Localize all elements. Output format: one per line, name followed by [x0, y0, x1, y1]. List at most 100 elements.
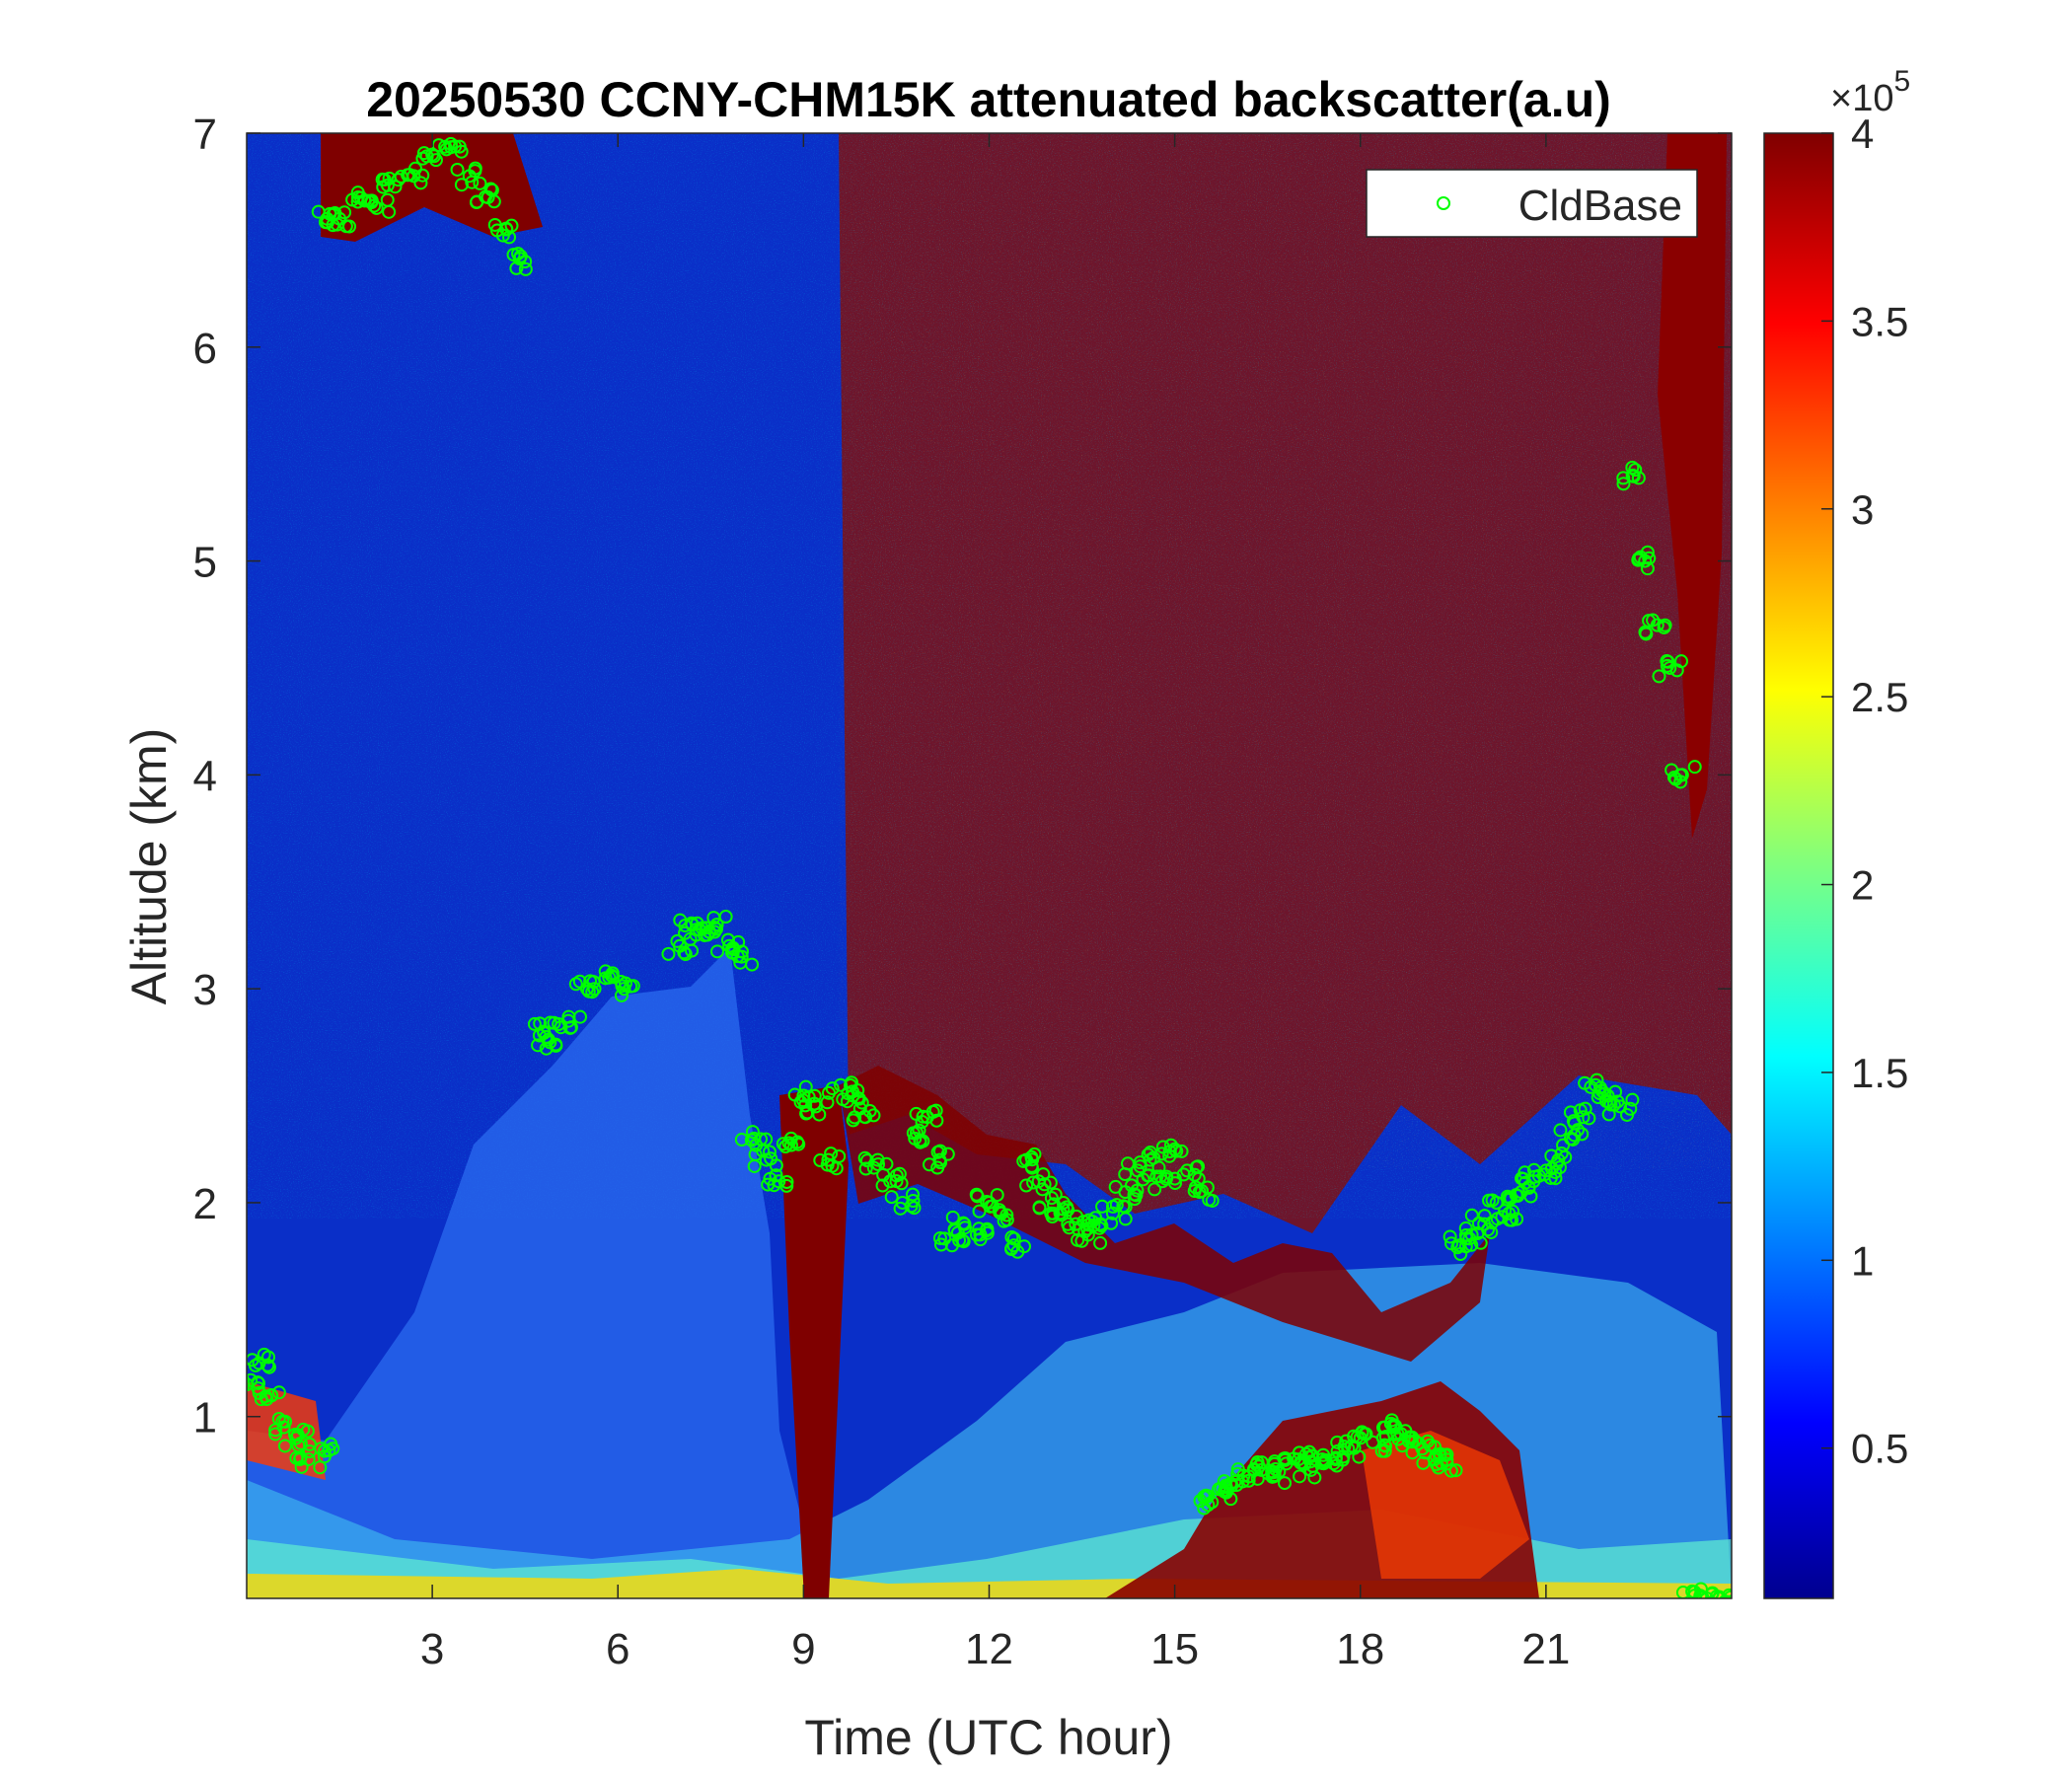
- cldbase-point-cluster: [1230, 1462, 1245, 1477]
- cldbase-point-cluster: [776, 1137, 790, 1151]
- cldbase-point-cluster: [1095, 1199, 1110, 1214]
- cldbase-point-cluster: [264, 1388, 279, 1403]
- cldbase-point-cluster: [1293, 1469, 1307, 1484]
- cldbase-point-cluster: [1619, 1107, 1634, 1122]
- cldbase-point-cluster: [726, 942, 741, 957]
- cldbase-point-cluster: [504, 218, 519, 233]
- cldbase-point-cluster: [875, 1178, 890, 1193]
- cldbase-point-cluster: [769, 1158, 783, 1173]
- cldbase-point-cluster: [677, 945, 692, 960]
- cldbase-point-cluster: [1705, 1586, 1720, 1598]
- cldbase-point-cluster: [1060, 1200, 1074, 1215]
- cldbase-point-cluster: [904, 1199, 919, 1214]
- cldbase-point-cluster: [734, 1133, 749, 1147]
- cldbase-point-cluster: [394, 170, 408, 185]
- cldbase-point-cluster: [932, 1230, 947, 1245]
- cldbase-point-cluster: [278, 1414, 293, 1429]
- cldbase-point-cluster: [1019, 1178, 1034, 1193]
- cldbase-point-cluster: [955, 1233, 970, 1248]
- cldbase-point: [1663, 660, 1677, 675]
- cldbase-point-cluster: [1510, 1212, 1524, 1226]
- cldbase-point-cluster: [1317, 1454, 1332, 1469]
- cldbase-point-cluster: [484, 183, 499, 197]
- cldbase-point-cluster: [1093, 1235, 1108, 1250]
- cldbase-point-cluster: [1625, 460, 1640, 475]
- cldbase-point-cluster: [1201, 1498, 1216, 1513]
- cldbase-point-cluster: [929, 1113, 944, 1128]
- cldbase-point-cluster: [1304, 1448, 1319, 1463]
- cldbase-point-cluster: [1642, 614, 1657, 629]
- cldbase-point-cluster: [247, 1372, 259, 1387]
- cldbase-point-cluster: [670, 933, 685, 948]
- cldbase-point: [1440, 1456, 1454, 1471]
- cldbase-point-cluster: [268, 1427, 283, 1442]
- cldbase-point-cluster: [1292, 1445, 1306, 1460]
- legend-label-cldbase: CldBase: [1518, 182, 1682, 230]
- colorbar-tick-label: 1.5: [1851, 1050, 1908, 1096]
- cldbase-point-cluster: [1652, 669, 1666, 684]
- cldbase-point-cluster: [990, 1188, 1004, 1203]
- colorbar-tick-label: 1: [1851, 1237, 1874, 1284]
- cldbase-point-cluster: [260, 1358, 275, 1372]
- colorbar-exponent: ×105: [1830, 65, 1910, 119]
- cldbase-point-cluster: [1527, 1169, 1542, 1184]
- cldbase-point-cluster: [1147, 1150, 1161, 1165]
- cldbase-point-cluster: [1155, 1140, 1170, 1154]
- cldbase-point-cluster: [820, 1157, 835, 1172]
- cldbase-point-cluster: [1639, 627, 1654, 641]
- cldbase-point-cluster: [1061, 1217, 1075, 1231]
- cldbase-point-cluster: [730, 949, 745, 964]
- cldbase-point-cluster: [798, 1098, 813, 1113]
- cldbase-point-cluster: [1081, 1213, 1096, 1227]
- cldbase-point-cluster: [1443, 1463, 1458, 1478]
- cldbase-point-cluster: [495, 228, 510, 243]
- cldbase-point-cluster: [289, 1450, 304, 1465]
- colorbar-tick-label: 3.5: [1851, 298, 1908, 344]
- cldbase-point-cluster: [747, 1158, 762, 1173]
- cldbase-point-cluster: [1464, 1208, 1479, 1222]
- x-axis-label: Time (UTC hour): [804, 1710, 1172, 1765]
- cldbase-point-cluster: [1163, 1138, 1178, 1152]
- cldbase-point-cluster: [1224, 1478, 1239, 1493]
- cldbase-point-cluster: [1104, 1216, 1119, 1230]
- x-tick-label: 3: [420, 1625, 444, 1673]
- cldbase-point-cluster: [970, 1189, 985, 1204]
- cldbase-point-cluster: [858, 1161, 873, 1176]
- y-tick-label: 4: [193, 752, 217, 800]
- cldbase-point-cluster: [1205, 1193, 1220, 1208]
- cldbase-point-cluster: [252, 1375, 266, 1390]
- cldbase-point-cluster: [300, 1424, 315, 1439]
- cldbase-point-cluster: [1197, 1501, 1212, 1516]
- cldbase-point-cluster: [1706, 1600, 1718, 1612]
- cldbase-point-cluster: [1378, 1439, 1393, 1453]
- cldbase-point-cluster: [1044, 1191, 1059, 1206]
- cldbase-point-cluster: [1336, 1449, 1351, 1464]
- cldbase-point-cluster: [1386, 1418, 1401, 1433]
- cldbase-point-cluster: [1484, 1224, 1499, 1239]
- cldbase-point-cluster: [876, 1167, 891, 1182]
- cldbase-point-cluster: [1674, 654, 1689, 669]
- cldbase-point-cluster: [1024, 1158, 1039, 1173]
- cldbase-point-cluster: [338, 219, 353, 234]
- cldbase-point-cluster: [1687, 760, 1702, 775]
- cldbase-point-cluster: [1693, 1597, 1699, 1598]
- cldbase-point-cluster: [1249, 1457, 1264, 1472]
- cldbase-point-cluster: [762, 1145, 777, 1159]
- cldbase-point-cluster: [1724, 1594, 1732, 1598]
- cldbase-point-cluster: [1094, 1219, 1109, 1233]
- cldbase-point-cluster: [554, 1020, 568, 1035]
- cldbase-point-cluster: [568, 977, 583, 992]
- cldbase-point-cluster: [413, 176, 428, 190]
- cldbase-point-cluster: [718, 910, 733, 925]
- cldbase-point-cluster: [1506, 1204, 1520, 1219]
- cldbase-point-cluster: [1193, 1494, 1208, 1509]
- colorbar-tick-label: 4: [1851, 111, 1874, 157]
- cldbase-point-cluster: [1575, 1127, 1590, 1142]
- cldbase-point-cluster: [933, 1237, 948, 1252]
- cldbase-point-cluster: [1345, 1439, 1360, 1453]
- cldbase-point-cluster: [997, 1214, 1011, 1228]
- cldbase-point-cluster: [932, 1144, 947, 1158]
- cldbase-point-cluster: [1036, 1167, 1051, 1182]
- cldbase-point-cluster: [1046, 1197, 1061, 1212]
- cldbase-point-cluster: [1219, 1479, 1233, 1494]
